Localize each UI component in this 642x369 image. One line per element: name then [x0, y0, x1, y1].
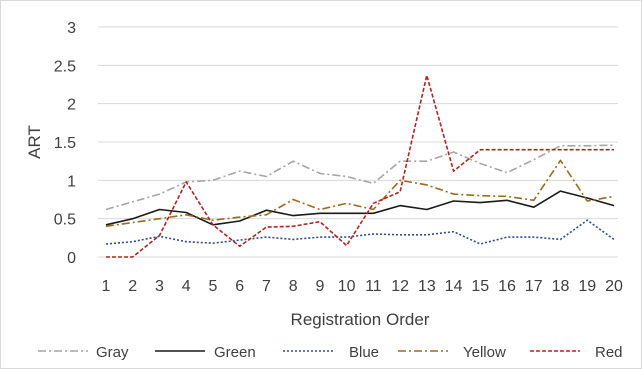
series-line-yellow	[105, 159, 615, 228]
x-tick-label: 2	[128, 278, 137, 295]
x-tick-label: 4	[182, 278, 191, 295]
x-tick-label: 17	[525, 278, 543, 295]
series-line-gray	[105, 144, 615, 211]
x-tick-label: 5	[208, 278, 217, 295]
series-line-green	[105, 190, 615, 226]
x-tick-label: 11	[365, 278, 382, 295]
legend-label: Blue	[349, 344, 379, 361]
x-tick-label: 16	[498, 278, 516, 295]
legend-item-green: Green	[155, 344, 256, 361]
x-axis-ticks: 1 2 3 4 5 6 7 8 9 10 11 12 13 14 15 16 17 18 19 20	[102, 278, 623, 295]
y-tick-label: 2	[67, 97, 76, 114]
x-tick-label: 14	[445, 278, 463, 295]
y-tick-label: 0.5	[54, 212, 76, 229]
y-tick-label: 2.5	[54, 58, 76, 75]
series-lines	[105, 74, 615, 258]
x-tick-label: 20	[605, 278, 623, 295]
legend-label: Yellow	[463, 344, 506, 361]
legend-label: Green	[214, 344, 256, 361]
series-line-blue	[105, 219, 615, 245]
legend-item-gray: Gray	[38, 344, 129, 361]
series-line-red	[106, 74, 614, 258]
x-tick-label: 7	[262, 278, 271, 295]
x-tick-label: 18	[552, 278, 570, 295]
y-tick-label: 0	[67, 250, 76, 267]
x-tick-label: 19	[578, 278, 596, 295]
legend: Gray Green Blue Yellow Red	[38, 344, 623, 361]
legend-item-blue: Blue	[283, 344, 379, 361]
x-tick-label: 8	[289, 278, 298, 295]
x-tick-label: 6	[235, 278, 244, 295]
y-tick-label: 1	[67, 173, 76, 190]
legend-label: Gray	[96, 344, 129, 361]
legend-item-red: Red	[530, 344, 623, 361]
y-tick-label: 1.5	[54, 135, 76, 152]
y-axis-title: ART	[25, 125, 44, 159]
x-tick-label: 15	[471, 278, 489, 295]
legend-item-yellow: Yellow	[398, 344, 506, 361]
legend-label: Red	[595, 344, 623, 361]
x-tick-label: 9	[315, 278, 324, 295]
x-tick-label: 13	[418, 278, 436, 295]
gridlines	[98, 26, 618, 258]
x-tick-label: 10	[338, 278, 356, 295]
y-axis-ticks: 0 0.5 1 1.5 2 2.5 3	[54, 20, 76, 267]
x-tick-label: 12	[391, 278, 409, 295]
x-tick-label: 3	[155, 278, 164, 295]
y-tick-label: 3	[67, 20, 76, 37]
x-axis-title: Registration Order	[291, 310, 430, 329]
x-tick-label: 1	[102, 278, 111, 295]
